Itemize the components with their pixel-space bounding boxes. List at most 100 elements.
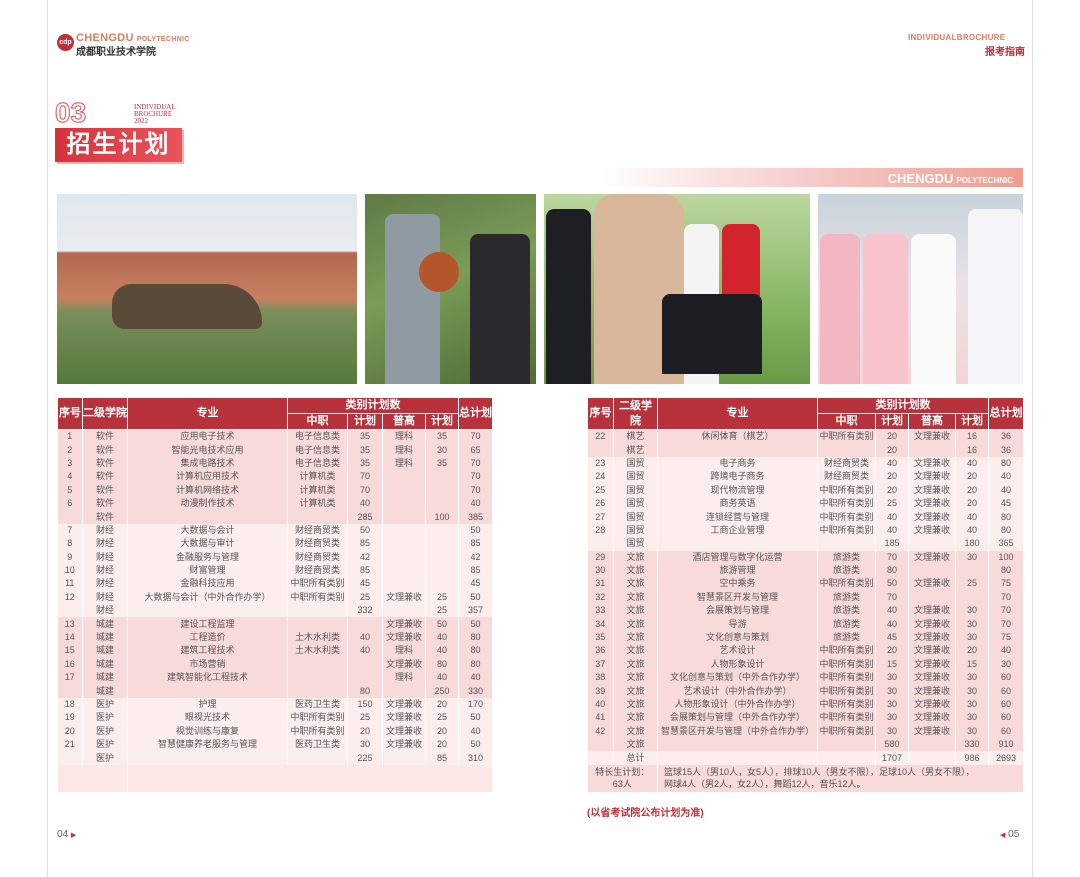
cell-putong-category: 文理兼收 [382, 630, 426, 645]
cell-no: 9 [57, 550, 83, 564]
table-row: 5 软件 计算机网络技术 计算机类 70 70 [57, 483, 493, 497]
table-row: 25 国贸 现代物流管理 中职所有类别 20 文理兼收 20 40 [587, 483, 1024, 497]
cell-major: 空中乘务 [657, 577, 818, 591]
cell-putong-plan [425, 483, 459, 497]
cell-zhongzhi-category [287, 510, 348, 524]
header-no: 序号 [587, 397, 614, 430]
cell-zhongzhi-category: 中职所有类别 [287, 577, 348, 591]
cell-total: 80 [988, 563, 1024, 578]
cell-putong-plan: 40 [955, 510, 989, 524]
cell-zhongzhi-plan: 35 [347, 443, 383, 457]
cell-putong-category: 文理兼收 [908, 711, 956, 725]
cell-major [127, 604, 288, 618]
cell-zhongzhi-category: 电子信息类 [287, 443, 348, 457]
cell-major: 现代物流管理 [657, 483, 818, 497]
table-row: 3 软件 集成电路技术 电子信息类 35 理科 35 70 [57, 456, 493, 471]
cell-zhongzhi-category: 计算机类 [287, 483, 348, 497]
cell-zhongzhi-category: 中职所有类别 [817, 483, 876, 497]
cell-college: 总计 [613, 751, 658, 765]
cell-zhongzhi-category [287, 604, 348, 618]
cell-total: 40 [458, 671, 493, 685]
cell-major: 护理 [127, 697, 288, 712]
cell-college: 文旅 [613, 630, 658, 645]
cell-zhongzhi-category: 旅游类 [817, 617, 876, 631]
cell-college: 软件 [82, 470, 128, 484]
table-row: 31 文旅 空中乘务 中职所有类别 50 文理兼收 25 75 [587, 577, 1024, 591]
cell-total: 70 [988, 617, 1024, 631]
cell-putong-category [382, 751, 426, 765]
cell-putong-plan: 16 [955, 443, 989, 457]
cell-no: 16 [57, 657, 83, 672]
cell-putong-plan [955, 563, 989, 578]
cell-total: 45 [458, 577, 493, 591]
cell-no: 17 [57, 671, 83, 685]
cell-major: 金融服务与管理 [127, 550, 288, 564]
cell-total: 40 [458, 724, 493, 738]
cell-putong-plan: 25 [425, 711, 459, 725]
cell-major [127, 510, 288, 524]
table-row: 9 财经 金融服务与管理 财经商贸类 42 42 [57, 550, 493, 564]
cell-college: 城建 [82, 671, 128, 685]
table-row: 32 文旅 智慧景区开发与管理 旅游类 70 70 [587, 590, 1024, 605]
cell-total: 85 [458, 537, 493, 551]
cell-major: 智慧景区开发与管理（中外合作办学） [657, 724, 818, 738]
cell-no: 29 [587, 550, 614, 564]
cell-no: 39 [587, 684, 614, 698]
subtotal-row: 总计 1707 986 2693 [587, 751, 1024, 765]
cell-zhongzhi-plan: 35 [347, 456, 383, 471]
cell-zhongzhi-plan: 25 [875, 496, 909, 511]
cell-total: 30 [988, 657, 1024, 672]
cell-total: 75 [988, 630, 1024, 645]
cell-putong-category: 文理兼收 [908, 630, 956, 645]
cell-zhongzhi-plan: 30 [875, 684, 909, 698]
cell-putong-plan: 20 [955, 496, 989, 511]
cell-putong-plan: 100 [425, 510, 459, 524]
cell-zhongzhi-plan: 30 [875, 697, 909, 712]
cell-zhongzhi-category: 财经商贸类 [287, 537, 348, 551]
logo-en: CHENGDU POLYTECHNIC [76, 32, 190, 44]
subtotal-row: 财经 332 25 357 [57, 604, 493, 618]
cell-zhongzhi-plan: 40 [875, 456, 909, 471]
cell-no [57, 751, 83, 765]
cell-major: 电子商务 [657, 456, 818, 471]
cell-major: 计算机应用技术 [127, 470, 288, 484]
cell-major [657, 737, 818, 752]
cell-major: 艺术设计（中外合作办学） [657, 684, 818, 698]
cell-total: 45 [988, 496, 1024, 511]
cell-no: 19 [57, 711, 83, 725]
cell-major: 金融科技应用 [127, 577, 288, 591]
cell-no [587, 737, 614, 752]
cell-zhongzhi-plan: 85 [347, 537, 383, 551]
cell-zhongzhi-plan: 332 [347, 604, 383, 618]
cell-putong-plan: 30 [955, 684, 989, 698]
table-row: 6 软件 动漫制作技术 计算机类 40 40 [57, 496, 493, 511]
cell-college: 财经 [82, 577, 128, 591]
cell-zhongzhi-category: 财经商贸类 [287, 523, 348, 538]
cell-putong-category: 文理兼收 [908, 496, 956, 511]
cell-total: 357 [458, 604, 493, 618]
cell-major: 艺术设计 [657, 644, 818, 658]
table-row: 19 医护 眼视光技术 中职所有类别 25 文理兼收 25 50 [57, 711, 493, 725]
cell-zhongzhi-category: 医药卫生类 [287, 697, 348, 712]
page-number-left: 04 ▶ [57, 829, 77, 840]
cell-total: 50 [458, 711, 493, 725]
cell-college: 财经 [82, 604, 128, 618]
header-plan1: 计划 [875, 413, 909, 430]
cell-no: 41 [587, 711, 614, 725]
cell-putong-category [908, 737, 956, 752]
cell-no [587, 751, 614, 765]
cell-putong-plan: 20 [425, 724, 459, 738]
cell-putong-plan: 25 [425, 590, 459, 605]
cell-putong-category: 理科 [382, 671, 426, 685]
cell-zhongzhi-plan [347, 657, 383, 672]
cell-no: 24 [587, 470, 614, 484]
cell-college: 医护 [82, 711, 128, 725]
blank-cell [127, 764, 493, 792]
cell-total: 60 [988, 711, 1024, 725]
header-plan2: 计划 [955, 413, 989, 430]
cell-no: 11 [57, 577, 83, 591]
cell-zhongzhi-category: 旅游类 [817, 590, 876, 605]
cell-putong-category [908, 537, 956, 551]
cell-no [587, 537, 614, 551]
cell-total: 50 [458, 737, 493, 752]
